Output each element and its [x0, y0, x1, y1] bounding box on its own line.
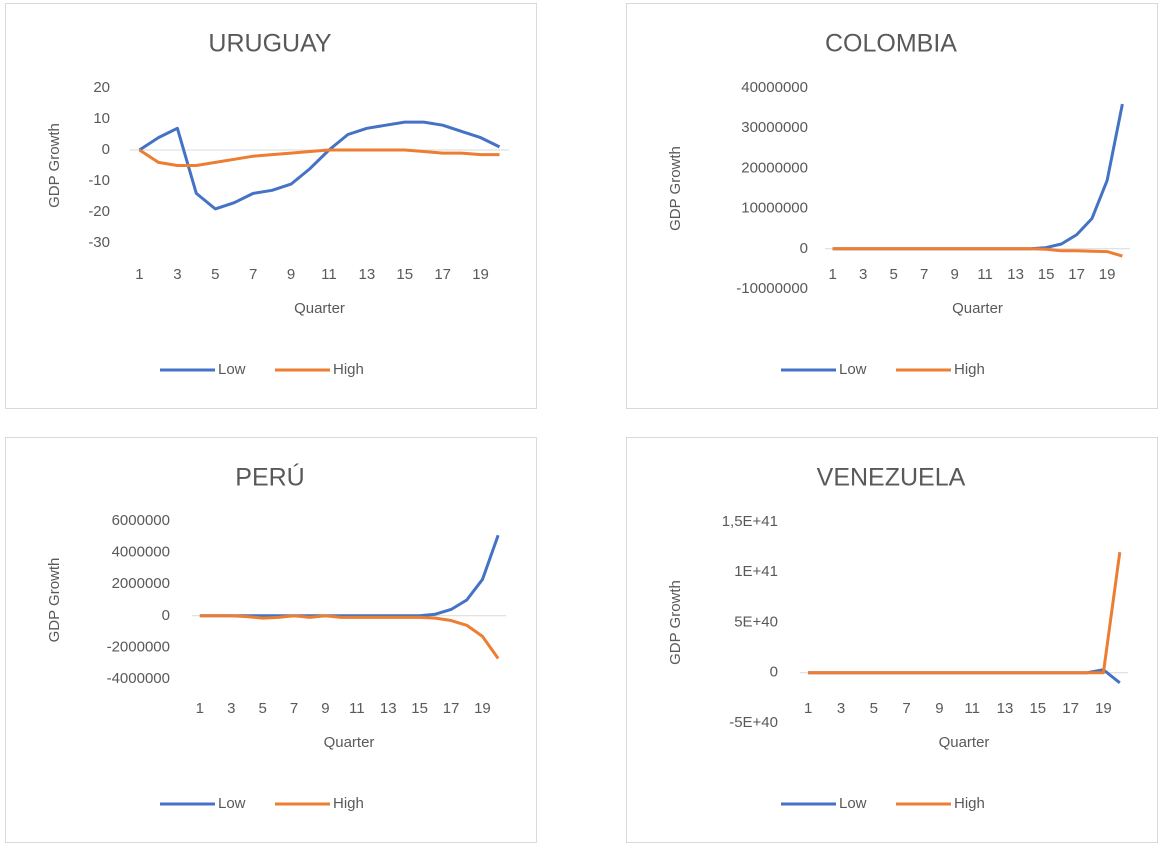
y-axis-title: GDP Growth: [667, 580, 684, 665]
y-tick-label: 1E+41: [734, 563, 778, 580]
series-line: [138, 120, 501, 211]
x-tick-label: 1: [135, 266, 143, 283]
x-tick-label: 11: [977, 266, 993, 283]
x-tick-label: 11: [321, 266, 337, 283]
y-tick-label: -5E+40: [729, 714, 778, 731]
legend-label: Low: [839, 795, 867, 812]
y-tick-label: -4000000: [107, 670, 170, 687]
x-tick-label: 7: [290, 700, 298, 717]
panel-border: [626, 3, 1158, 409]
x-tick-label: 15: [396, 266, 413, 283]
x-tick-label: 1: [828, 266, 836, 283]
x-tick-label: 13: [997, 700, 1014, 717]
y-tick-label: 1,5E+41: [722, 513, 778, 530]
x-tick-label: 3: [837, 700, 845, 717]
x-tick-label: 13: [359, 266, 376, 283]
panel-border: [626, 437, 1158, 843]
y-tick-label: -2000000: [107, 638, 170, 655]
x-axis-title: Quarter: [939, 734, 990, 751]
x-tick-label: 17: [434, 266, 451, 283]
y-tick-label: 30000000: [741, 119, 808, 136]
x-tick-label: 9: [287, 266, 295, 283]
x-tick-label: 9: [321, 700, 329, 717]
y-axis-title: GDP Growth: [46, 123, 63, 208]
x-tick-label: 5: [258, 700, 266, 717]
series-line: [199, 614, 500, 660]
x-tick-label: 3: [173, 266, 181, 283]
x-tick-label: 7: [249, 266, 257, 283]
y-axis-title: GDP Growth: [667, 146, 684, 231]
chart-panel: COLOMBIA GDP Growth Quarter -10000000 0 10000…: [626, 3, 1158, 409]
x-tick-label: 19: [1099, 266, 1116, 283]
x-tick-label: 17: [443, 700, 460, 717]
y-tick-label: 2000000: [112, 575, 170, 592]
y-tick-label: 10000000: [741, 200, 808, 217]
y-tick-label: -10: [88, 172, 110, 189]
x-tick-label: 15: [1029, 700, 1046, 717]
legend-label: Low: [218, 795, 246, 812]
x-tick-label: 15: [411, 700, 428, 717]
x-tick-label: 7: [902, 700, 910, 717]
x-tick-label: 15: [1038, 266, 1055, 283]
x-tick-label: 11: [349, 700, 365, 717]
x-tick-label: 9: [950, 266, 958, 283]
x-tick-label: 5: [870, 700, 878, 717]
y-tick-label: 0: [102, 141, 110, 158]
legend-label: High: [954, 361, 985, 378]
x-tick-label: 11: [964, 700, 980, 717]
x-tick-label: 19: [1095, 700, 1112, 717]
panel-border: [5, 3, 537, 409]
series-line: [138, 148, 500, 167]
y-tick-label: 20: [93, 79, 110, 96]
chart-title: URUGUAY: [208, 30, 331, 58]
legend-label: Low: [839, 361, 867, 378]
x-tick-label: 19: [472, 266, 489, 283]
legend-label: Low: [218, 361, 246, 378]
x-tick-label: 19: [474, 700, 491, 717]
y-tick-label: 6000000: [112, 512, 170, 529]
chart-title: VENEZUELA: [817, 464, 966, 492]
x-axis-title: Quarter: [952, 300, 1003, 317]
legend-label: High: [333, 795, 364, 812]
y-tick-label: -30: [88, 234, 110, 251]
x-tick-label: 5: [211, 266, 219, 283]
x-tick-label: 17: [1062, 700, 1079, 717]
x-axis-title: Quarter: [294, 300, 345, 317]
y-axis-title: GDP Growth: [46, 558, 63, 643]
y-tick-label: 0: [770, 664, 778, 681]
y-tick-label: 20000000: [741, 159, 808, 176]
y-tick-label: 0: [800, 240, 808, 257]
series-line: [808, 551, 1122, 675]
y-tick-label: -10000000: [736, 280, 808, 297]
chart-panel: PERÚ GDP Growth Quarter -4000000 -2000000 0 20…: [5, 437, 537, 843]
legend-label: High: [954, 795, 985, 812]
x-tick-label: 1: [196, 700, 204, 717]
legend-label: High: [333, 361, 364, 378]
panel-border: [5, 437, 537, 843]
chart-title: COLOMBIA: [825, 30, 957, 58]
x-tick-label: 9: [935, 700, 943, 717]
x-tick-label: 17: [1068, 266, 1085, 283]
y-tick-label: 4000000: [112, 544, 170, 561]
x-tick-label: 7: [920, 266, 928, 283]
chart-title: PERÚ: [235, 463, 304, 492]
x-tick-label: 13: [1007, 266, 1024, 283]
x-tick-label: 3: [859, 266, 867, 283]
x-tick-label: 1: [804, 700, 812, 717]
chart-panel: VENEZUELA GDP Growth Quarter -5E+40 0 5E+40 1E…: [626, 437, 1158, 843]
series-line: [832, 247, 1123, 258]
x-axis-title: Quarter: [324, 734, 375, 751]
y-tick-label: 40000000: [741, 79, 808, 96]
x-tick-label: 5: [889, 266, 897, 283]
x-tick-label: 13: [380, 700, 397, 717]
y-tick-label: 0: [162, 607, 170, 624]
x-tick-label: 3: [227, 700, 235, 717]
y-tick-label: 10: [93, 110, 110, 127]
y-tick-label: -20: [88, 203, 110, 220]
y-tick-label: 5E+40: [734, 613, 778, 630]
